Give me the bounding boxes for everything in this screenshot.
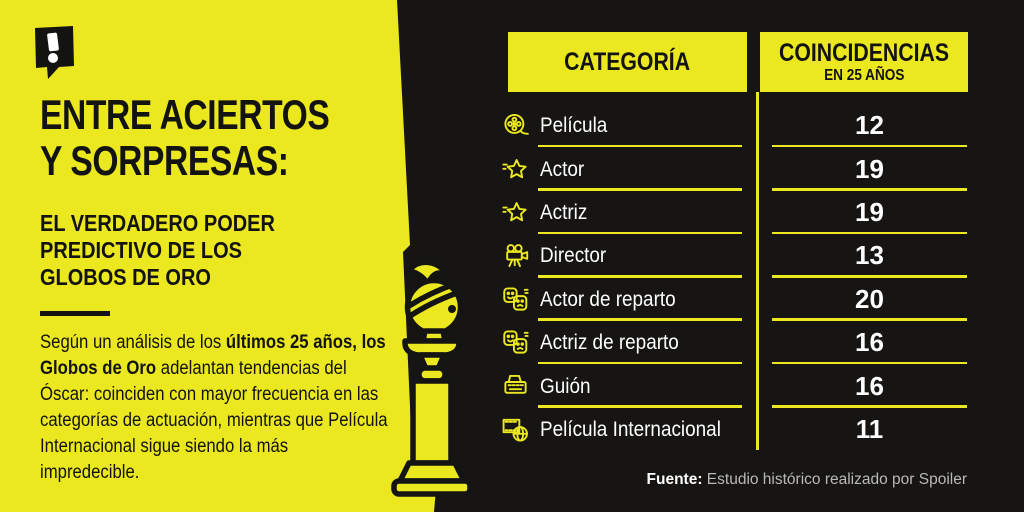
title-line-2: Y SORPRESAS: [40,137,289,184]
category-label: Director [540,243,607,268]
row-underline-left [538,144,742,148]
title-line-1: ENTRE ACIERTOS [40,91,330,138]
source-text: Estudio histórico realizado por Spoiler [702,471,967,488]
left-panel: ENTRE ACIERTOS Y SORPRESAS: EL VERDADERO… [40,92,440,486]
spoiler-logo-icon [35,26,74,79]
body-text-normal: adelantan tendencias del Óscar: coincide… [40,358,388,483]
row-underline-left [538,318,742,321]
star-icon [502,198,532,226]
category-label: Actriz de reparto [540,330,679,355]
category-label: Actriz [540,199,588,224]
typewriter-icon [502,372,532,400]
row-underline-left [538,275,742,278]
golden-globe-trophy-icon [391,259,473,497]
row-underline-right [772,231,967,235]
table-row: Actor de reparto 20 [500,278,970,321]
source-note: Fuente: Estudio histórico realizado por … [647,471,967,489]
film-reel-icon [502,112,532,140]
coincidence-value: 16 [855,327,884,358]
header-category-label: CATEGORÍA [564,47,691,76]
coincidence-value: 12 [855,110,884,141]
theater-masks-icon [502,285,532,313]
table-row: Actor 19 [500,147,970,191]
column-divider [756,92,759,450]
coincidence-value: 13 [855,240,884,271]
category-label: Guión [540,373,591,398]
data-table: Película 12 Actor 19 Actriz 19 Director … [500,104,970,451]
subtitle-line-2: PREDICTIVO DE LOS [40,237,242,263]
header-coincidences-sublabel: EN 25 AÑOS [823,67,905,84]
row-underline-left [538,361,742,365]
film-globe-icon [502,415,532,443]
subtitle-line-3: GLOBOS DE ORO [40,264,211,290]
category-label: Película Internacional [540,416,721,441]
category-label: Actor [540,156,585,181]
divider-bar [40,311,110,316]
table-row: Director 13 [500,234,970,278]
header-coincidences-label: COINCIDENCIAS [778,39,949,67]
theater-masks-icon [502,329,532,357]
category-label: Actor de reparto [540,286,676,311]
table-row: Actriz 19 [500,191,970,235]
coincidence-value: 11 [855,413,884,444]
column-header-category: CATEGORÍA [508,32,747,92]
row-underline-left [538,405,742,408]
source-label: Fuente: [646,471,703,488]
row-underline-right [772,144,967,148]
row-underline-right [772,188,967,191]
subtitle-line-1: EL VERDADERO PODER [40,210,275,236]
row-underline-right [772,405,967,408]
category-label: Película [540,113,608,138]
row-underline-left [538,231,742,235]
coincidence-value: 20 [855,283,884,314]
row-underline-right [772,275,967,278]
coincidence-value: 19 [855,153,884,184]
body-text-normal: Según un análisis de los [40,332,226,353]
row-underline-right [772,318,967,321]
coincidence-value: 19 [855,196,884,227]
row-underline-right [772,361,967,365]
body-text-bold: últimos 25 años, los Globos de Oro [40,332,386,379]
table-row: Película 12 [500,104,970,148]
table-row: Guión 16 [500,364,970,408]
row-underline-left [538,188,742,191]
body-paragraph: Según un análisis de los últimos 25 años… [40,330,392,486]
coincidence-value: 16 [855,370,884,401]
movie-camera-icon [502,242,532,270]
table-row: Actriz de reparto 16 [500,321,970,365]
star-icon [502,155,532,183]
page-title: ENTRE ACIERTOS Y SORPRESAS: [40,92,360,184]
column-header-coincidences: COINCIDENCIAS EN 25 AÑOS [760,32,968,92]
page-subtitle: EL VERDADERO PODER PREDICTIVO DE LOS GLO… [40,210,380,291]
table-row: Película Internacional 11 [500,408,970,451]
